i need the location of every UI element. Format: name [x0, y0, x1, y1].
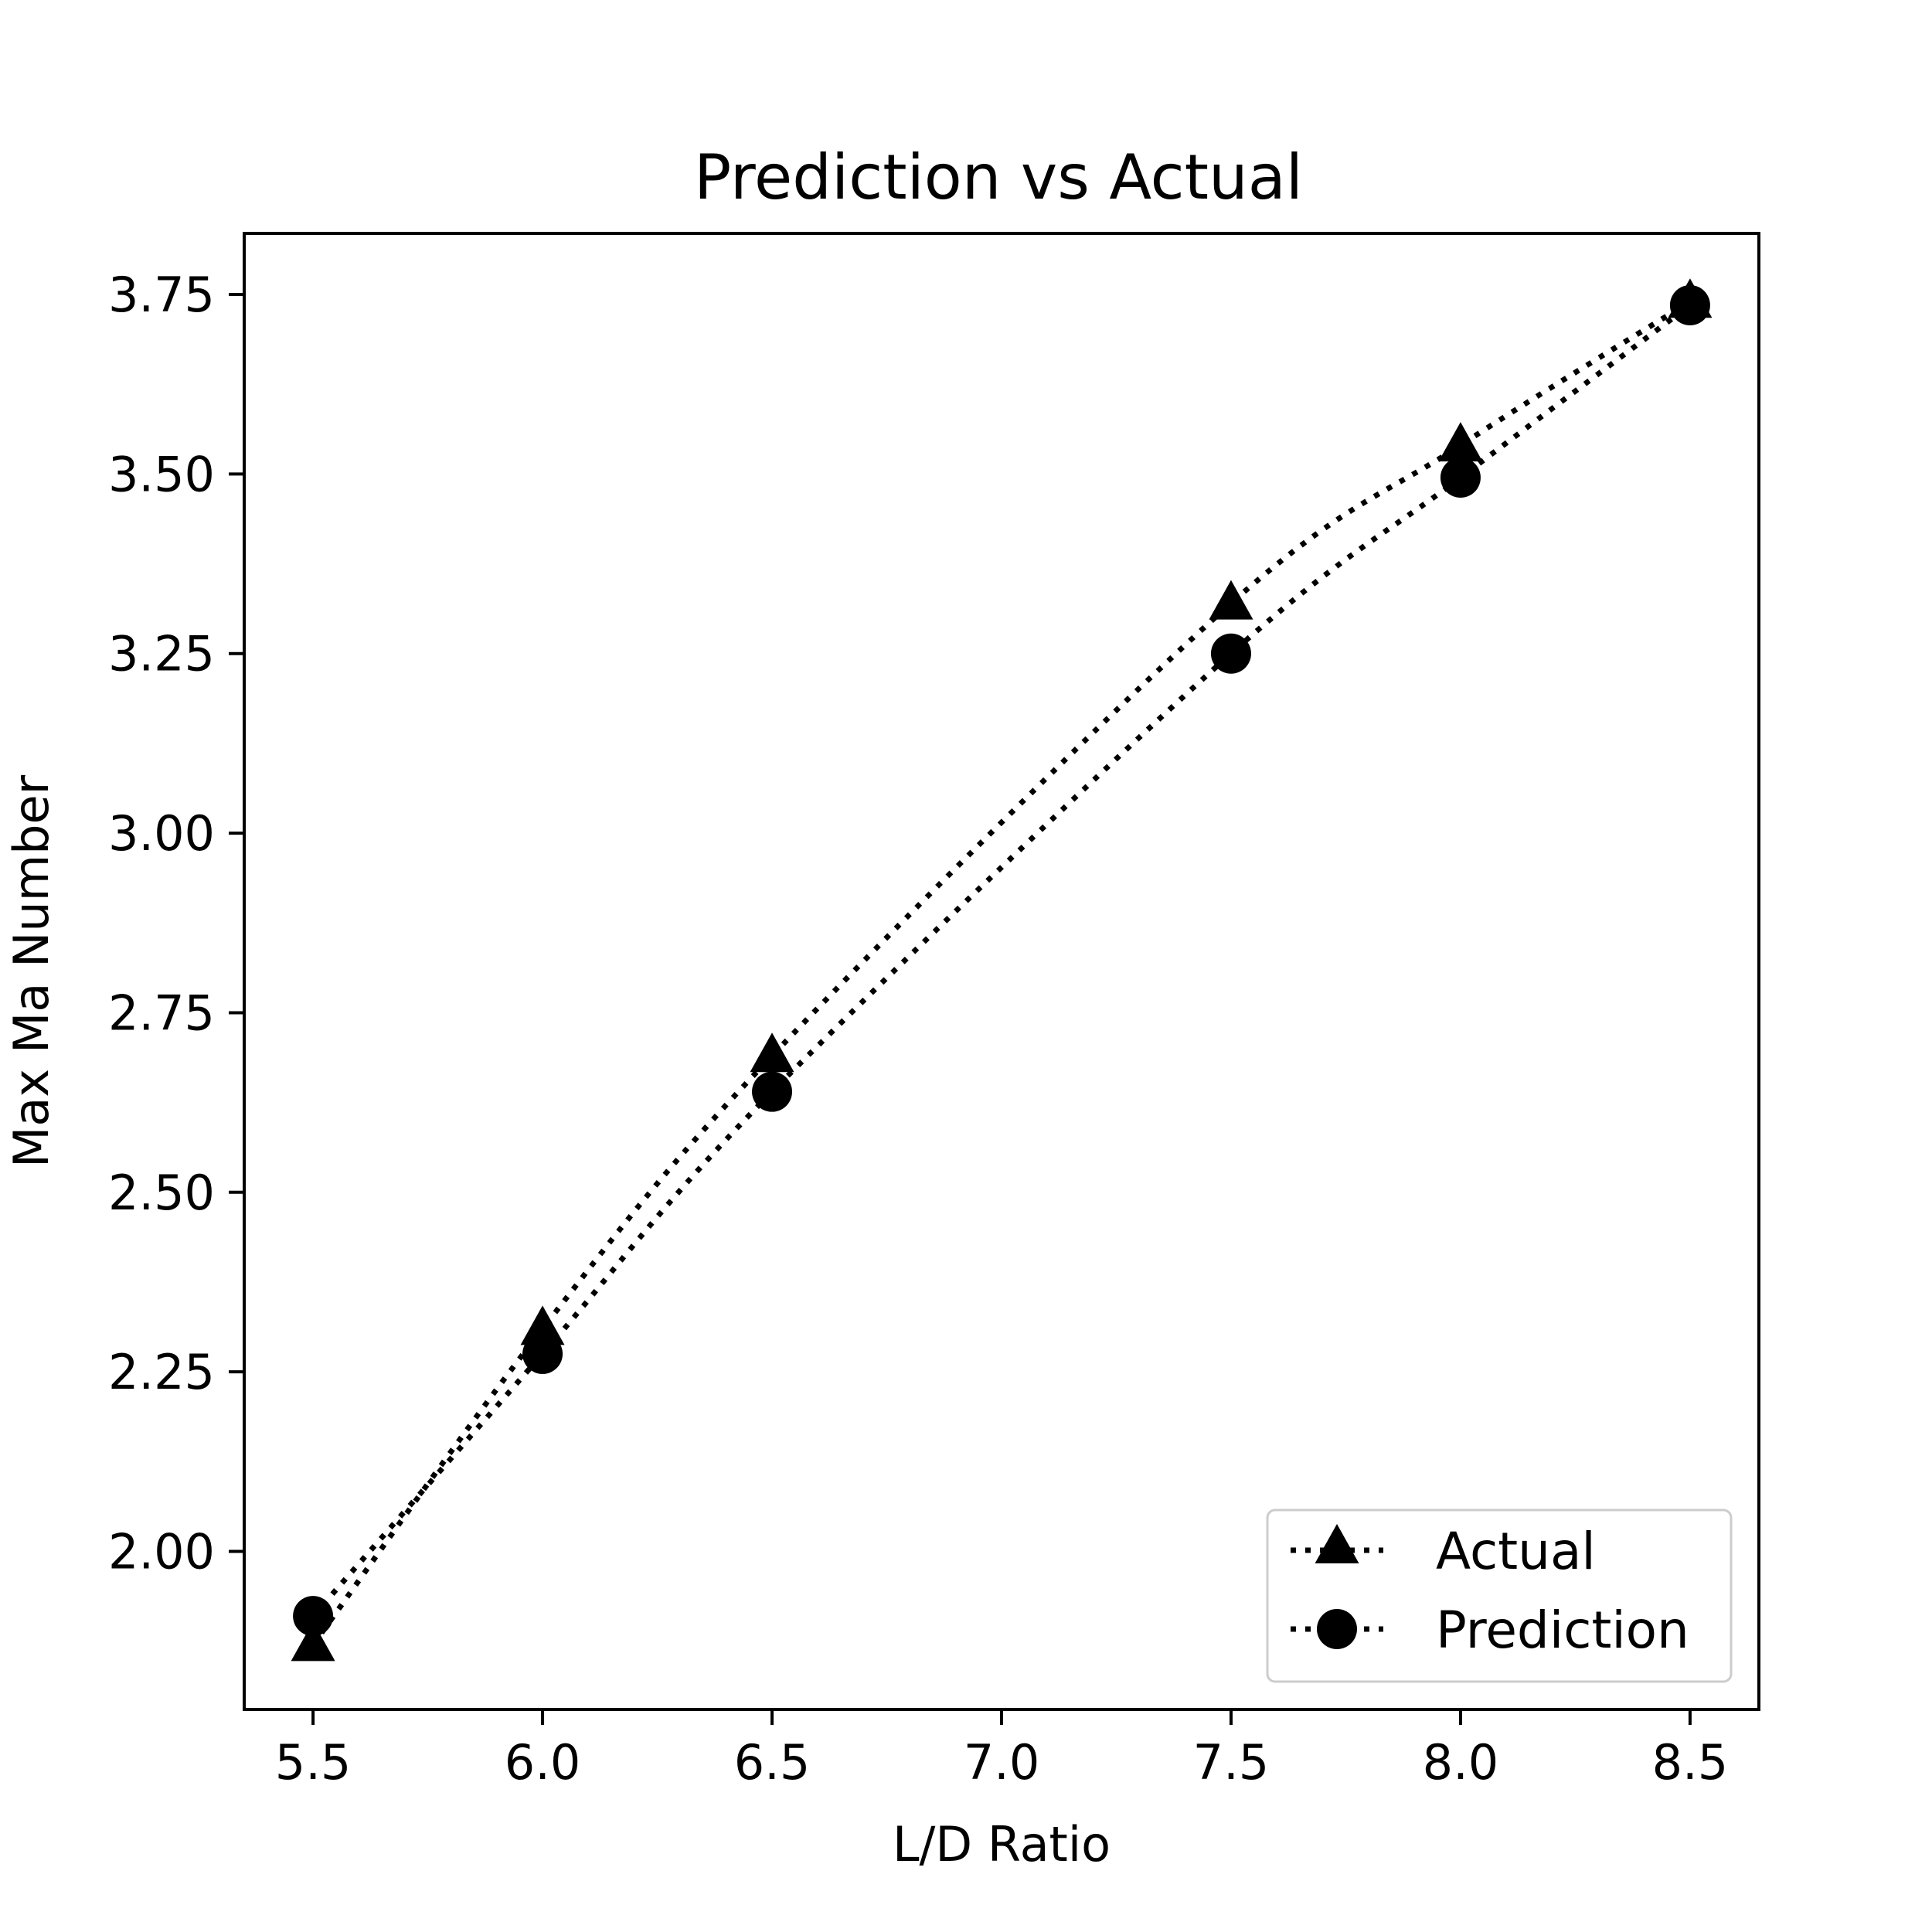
legend-label-prediction: Prediction — [1436, 1600, 1689, 1660]
legend: Actual Prediction — [1266, 1509, 1733, 1683]
data-point-actual — [750, 1032, 794, 1073]
data-point-actual — [291, 1621, 335, 1662]
x-tick-label: 6.0 — [505, 1734, 581, 1791]
y-tick-label: 3.75 — [108, 267, 215, 323]
y-tick-label: 3.00 — [108, 805, 215, 862]
data-point-actual — [520, 1305, 565, 1345]
data-point-prediction — [752, 1071, 793, 1112]
chart-title: Prediction vs Actual — [694, 141, 1303, 213]
legend-label-actual: Actual — [1436, 1522, 1596, 1581]
x-axis-label: L/D Ratio — [893, 1816, 1111, 1872]
y-tick-label: 2.75 — [108, 985, 215, 1041]
x-tick-label: 8.5 — [1652, 1734, 1729, 1791]
y-tick-label: 3.25 — [108, 626, 215, 682]
x-tick-label: 6.5 — [734, 1734, 811, 1791]
y-tick-label: 2.00 — [108, 1524, 215, 1580]
y-axis-label: Max Ma Number — [3, 774, 60, 1168]
legend-marker-prediction — [1317, 1609, 1357, 1649]
x-tick-label: 7.0 — [964, 1734, 1040, 1791]
series-line-actual — [311, 299, 1692, 1647]
data-point-prediction — [522, 1333, 563, 1374]
y-tick-label: 3.50 — [108, 446, 215, 502]
data-point-prediction — [293, 1596, 334, 1637]
plot-area — [291, 278, 1713, 1662]
x-tick-label: 7.5 — [1193, 1734, 1270, 1791]
x-tick-label: 5.5 — [275, 1734, 352, 1791]
x-axis: 5.5 6.0 6.5 7.0 7.5 8.0 8.5 — [275, 1709, 1728, 1791]
y-tick-label: 2.50 — [108, 1165, 215, 1221]
data-point-actual — [1438, 422, 1483, 462]
data-point-prediction — [1210, 633, 1251, 674]
y-tick-label: 2.25 — [108, 1344, 215, 1400]
y-axis: 2.00 2.25 2.50 2.75 3.00 3.25 3.50 3.75 — [108, 267, 244, 1580]
data-point-prediction — [1669, 284, 1710, 325]
x-tick-label: 8.0 — [1423, 1734, 1499, 1791]
data-point-actual — [1209, 580, 1253, 620]
data-point-prediction — [1440, 457, 1481, 498]
legend-marker-actual — [1315, 1524, 1359, 1563]
